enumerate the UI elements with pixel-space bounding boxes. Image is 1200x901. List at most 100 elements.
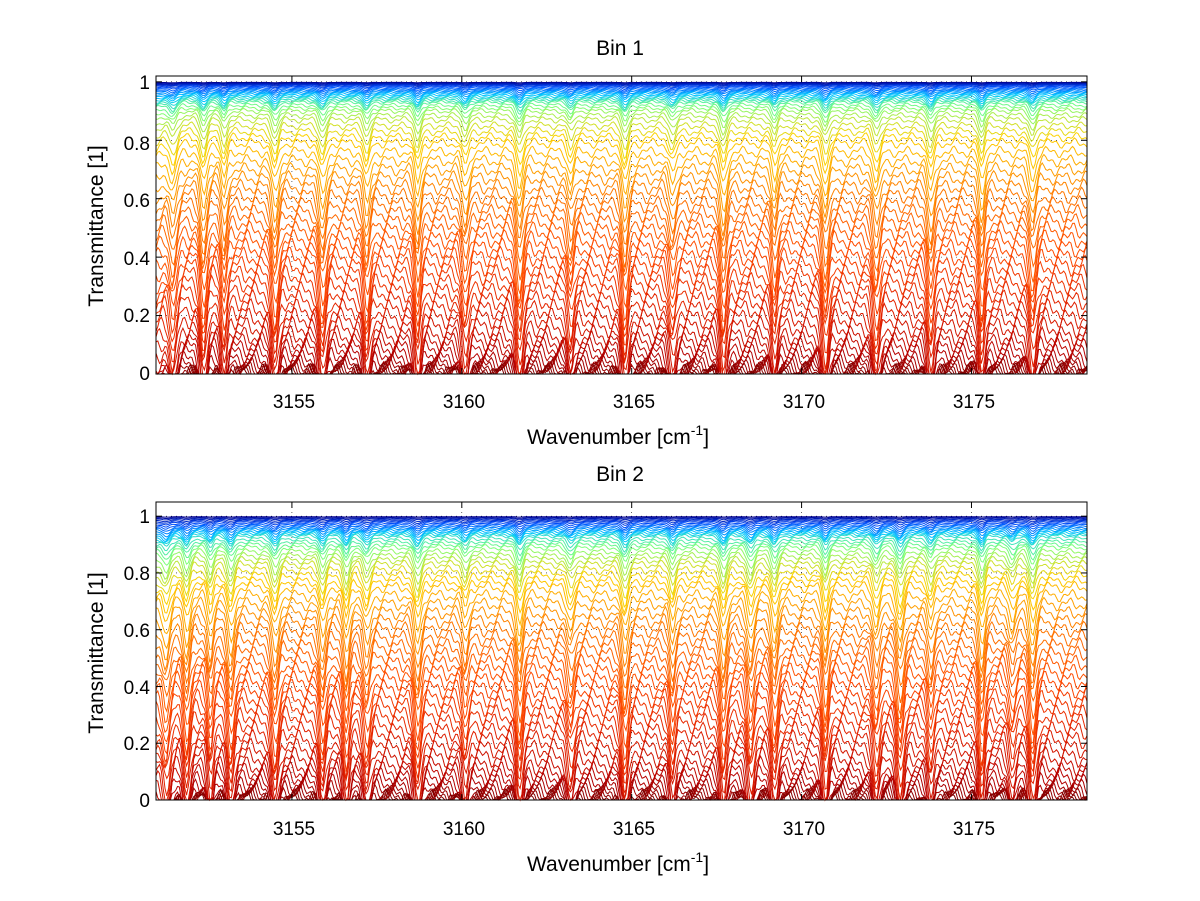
series-line <box>155 541 1088 562</box>
y-tick-labels: 0 0.2 0.4 0.6 0.8 1 <box>124 73 151 385</box>
x-tick-label: 3175 <box>953 392 995 413</box>
series-line <box>155 636 1088 704</box>
series-line <box>155 575 1088 615</box>
series-line <box>155 137 1088 178</box>
series-line <box>155 588 1088 637</box>
series-line <box>156 245 1088 322</box>
x-axis-label-superscript: -1 <box>691 422 704 438</box>
series-line <box>155 178 1088 237</box>
series-line <box>156 516 1088 519</box>
series-line <box>155 669 1088 744</box>
series-line <box>156 518 1088 523</box>
subplot-bin-1: Bin 1 3155 3160 3165 3170 3175 0 0.2 0.4… <box>85 37 1088 449</box>
series-line <box>155 570 1088 609</box>
x-axis-label: Wavenumber [cm-1] <box>527 422 709 449</box>
series-line <box>155 85 1087 91</box>
chart-title: Bin 2 <box>596 463 644 486</box>
axis-ticks <box>156 76 1087 375</box>
series-line <box>155 94 1087 106</box>
axes-frame <box>155 501 1088 801</box>
series-line <box>155 253 1088 334</box>
series-line <box>155 528 1088 540</box>
x-tick-label: 3155 <box>273 819 315 840</box>
y-axis-label: Transmittance [1] <box>85 572 108 733</box>
x-tick-label: 3160 <box>443 392 485 413</box>
series-line <box>155 517 1087 521</box>
series-line <box>155 95 1088 109</box>
series-line <box>155 604 1088 661</box>
series-line <box>155 559 1088 593</box>
x-tick-label: 3165 <box>613 819 655 840</box>
y-axis-label: Transmittance [1] <box>85 145 108 306</box>
series-line <box>155 97 1088 111</box>
series-lines <box>155 516 1088 802</box>
y-tick-label: 0.8 <box>124 564 150 585</box>
series-line <box>155 161 1088 213</box>
subplot-bin-2: Bin 2 3155 3160 3165 3170 3175 0 0.2 0.4… <box>85 463 1088 876</box>
series-line <box>156 88 1088 96</box>
series-line <box>155 84 1088 89</box>
series-line <box>155 547 1088 574</box>
series-line <box>155 523 1088 531</box>
series-line <box>155 126 1088 160</box>
series-line <box>155 580 1088 627</box>
series-line <box>156 82 1088 85</box>
y-tick-label: 0.4 <box>124 249 151 270</box>
series-line <box>155 89 1088 97</box>
series-line <box>155 694 1088 772</box>
series-line <box>155 677 1088 756</box>
x-axis-label-text: Wavenumber [cm <box>527 853 691 876</box>
series-line <box>155 551 1088 580</box>
series-line <box>155 115 1088 143</box>
series-line <box>155 596 1088 650</box>
series-line <box>155 202 1088 268</box>
series-line <box>155 527 1088 538</box>
series-line <box>155 524 1088 533</box>
series-line <box>155 169 1088 228</box>
series-line <box>155 99 1088 115</box>
x-axis-label-superscript: -1 <box>691 849 704 865</box>
series-line <box>155 105 1088 124</box>
y-tick-label: 0.6 <box>124 191 150 212</box>
series-line <box>155 620 1088 682</box>
x-axis-label-end: ] <box>703 853 709 876</box>
series-line <box>155 536 1088 553</box>
x-tick-labels: 3155 3160 3165 3170 3175 <box>273 392 995 413</box>
series-line <box>155 612 1088 672</box>
y-tick-label: 1 <box>139 507 150 528</box>
series-line <box>155 288 1088 370</box>
chart-title: Bin 1 <box>596 37 644 60</box>
x-tick-label: 3175 <box>953 819 995 840</box>
x-tick-label: 3160 <box>443 819 485 840</box>
series-line <box>155 236 1088 310</box>
series-line <box>155 121 1088 151</box>
series-line <box>155 533 1088 549</box>
series-line <box>155 279 1088 357</box>
series-line <box>155 531 1088 545</box>
series-line <box>155 153 1088 200</box>
series-line <box>156 194 1088 258</box>
y-tick-label: 1 <box>139 73 150 94</box>
series-line <box>155 83 1087 88</box>
series-line <box>156 90 1088 100</box>
series-line <box>155 538 1088 557</box>
series-line <box>155 107 1088 129</box>
x-tick-labels: 3155 3160 3165 3170 3175 <box>273 819 995 840</box>
series-line <box>155 145 1088 189</box>
series-line <box>155 686 1088 766</box>
y-tick-label: 0.4 <box>124 678 151 699</box>
x-axis-label: Wavenumber [cm-1] <box>527 849 709 876</box>
y-tick-label: 0.2 <box>124 306 150 327</box>
series-line <box>155 86 1088 92</box>
series-line <box>155 532 1087 547</box>
series-line <box>155 653 1088 724</box>
series-line <box>155 211 1088 281</box>
x-axis-label-end: ] <box>703 426 709 449</box>
series-line <box>155 719 1088 801</box>
y-tick-label: 0 <box>139 364 150 385</box>
series-line <box>155 87 1088 94</box>
y-tick-label: 0.2 <box>124 734 150 755</box>
series-line <box>155 555 1088 586</box>
x-tick-label: 3170 <box>783 819 825 840</box>
